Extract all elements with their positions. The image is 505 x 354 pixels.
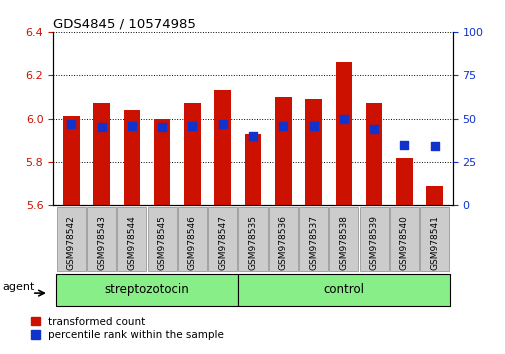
Point [218, 121, 226, 127]
Bar [214, 90, 231, 205]
FancyBboxPatch shape [178, 207, 207, 271]
Point [430, 143, 438, 149]
Bar [154, 119, 170, 205]
Text: GSM978537: GSM978537 [309, 215, 318, 270]
Point [158, 125, 166, 130]
Point [279, 123, 287, 129]
FancyBboxPatch shape [87, 207, 116, 271]
Point [399, 142, 408, 148]
Text: streptozotocin: streptozotocin [105, 283, 189, 296]
FancyBboxPatch shape [56, 274, 237, 306]
Point [188, 123, 196, 129]
Point [339, 116, 347, 121]
FancyBboxPatch shape [208, 207, 237, 271]
Text: GSM978547: GSM978547 [218, 215, 227, 270]
Text: control: control [323, 283, 364, 296]
Text: GSM978541: GSM978541 [429, 215, 438, 270]
Text: GSM978543: GSM978543 [97, 215, 106, 270]
FancyBboxPatch shape [57, 207, 86, 271]
Text: GSM978544: GSM978544 [127, 215, 136, 270]
FancyBboxPatch shape [117, 207, 146, 271]
Bar [365, 103, 382, 205]
FancyBboxPatch shape [268, 207, 297, 271]
Bar [123, 110, 140, 205]
Text: GSM978535: GSM978535 [248, 215, 257, 270]
Text: GSM978545: GSM978545 [158, 215, 166, 270]
FancyBboxPatch shape [238, 207, 267, 271]
Bar [274, 97, 291, 205]
FancyBboxPatch shape [237, 274, 449, 306]
Point [369, 126, 377, 132]
Point [128, 123, 136, 129]
Bar [305, 99, 321, 205]
FancyBboxPatch shape [329, 207, 358, 271]
Point [309, 123, 317, 129]
FancyBboxPatch shape [147, 207, 176, 271]
FancyBboxPatch shape [359, 207, 388, 271]
FancyBboxPatch shape [419, 207, 448, 271]
Text: GSM978539: GSM978539 [369, 215, 378, 270]
FancyBboxPatch shape [389, 207, 418, 271]
Bar [63, 116, 79, 205]
Legend: transformed count, percentile rank within the sample: transformed count, percentile rank withi… [30, 317, 224, 340]
Text: GSM978536: GSM978536 [278, 215, 287, 270]
Bar [335, 62, 351, 205]
Bar [426, 186, 442, 205]
Point [97, 125, 106, 130]
Bar [244, 134, 261, 205]
Bar [184, 103, 200, 205]
FancyBboxPatch shape [298, 207, 327, 271]
Point [248, 133, 257, 139]
Text: agent: agent [3, 282, 35, 292]
Point [67, 121, 75, 127]
Text: GSM978540: GSM978540 [399, 215, 408, 270]
Text: GDS4845 / 10574985: GDS4845 / 10574985 [53, 18, 195, 31]
Text: GSM978542: GSM978542 [67, 215, 76, 270]
Text: GSM978546: GSM978546 [187, 215, 196, 270]
Text: GSM978538: GSM978538 [339, 215, 347, 270]
Bar [93, 103, 110, 205]
Bar [395, 158, 412, 205]
